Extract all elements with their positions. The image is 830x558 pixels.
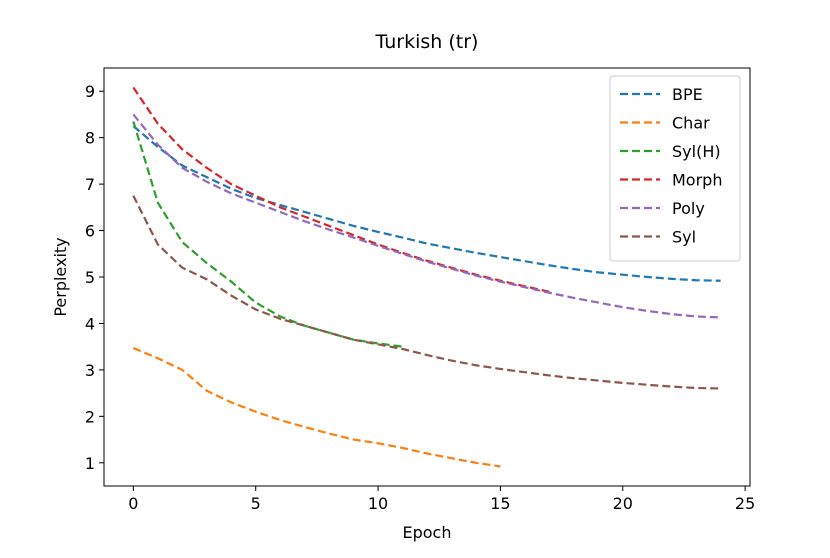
y-tick-label: 6 bbox=[85, 222, 95, 241]
data-line bbox=[132, 195, 721, 390]
x-tick-label: 20 bbox=[613, 494, 633, 513]
data-line bbox=[132, 347, 501, 468]
y-tick-label: 1 bbox=[85, 454, 95, 473]
y-tick-label: 8 bbox=[85, 129, 95, 148]
legend-label: BPE bbox=[672, 85, 703, 104]
y-axis-label: Perplexity bbox=[51, 237, 70, 316]
legend-box bbox=[609, 75, 741, 262]
legend-label: Syl bbox=[672, 228, 696, 247]
legend-label: Syl(H) bbox=[672, 142, 721, 161]
y-tick-label: 7 bbox=[85, 175, 95, 194]
data-line bbox=[132, 125, 721, 282]
x-axis-label: Epoch bbox=[403, 523, 452, 542]
legend-label: Poly bbox=[672, 199, 705, 218]
y-tick-label: 9 bbox=[85, 82, 95, 101]
x-tick-label: 5 bbox=[251, 494, 261, 513]
x-tick-label: 0 bbox=[128, 494, 138, 513]
plot-frame bbox=[103, 67, 751, 487]
x-tick-label: 15 bbox=[490, 494, 510, 513]
legend-label: Char bbox=[672, 114, 710, 133]
data-line bbox=[132, 86, 550, 293]
y-tick-label: 2 bbox=[85, 407, 95, 426]
x-tick-label: 25 bbox=[735, 494, 755, 513]
legend-label: Morph bbox=[672, 171, 722, 190]
y-tick-label: 4 bbox=[85, 314, 95, 333]
x-tick-label: 10 bbox=[368, 494, 388, 513]
chart-title: Turkish (tr) bbox=[375, 31, 479, 53]
data-line bbox=[132, 121, 403, 348]
y-tick-label: 3 bbox=[85, 361, 95, 380]
legend: BPE Char Syl(H) Morph Poly Syl bbox=[609, 75, 741, 262]
y-tick-label: 5 bbox=[85, 268, 95, 287]
data-line bbox=[132, 113, 721, 319]
